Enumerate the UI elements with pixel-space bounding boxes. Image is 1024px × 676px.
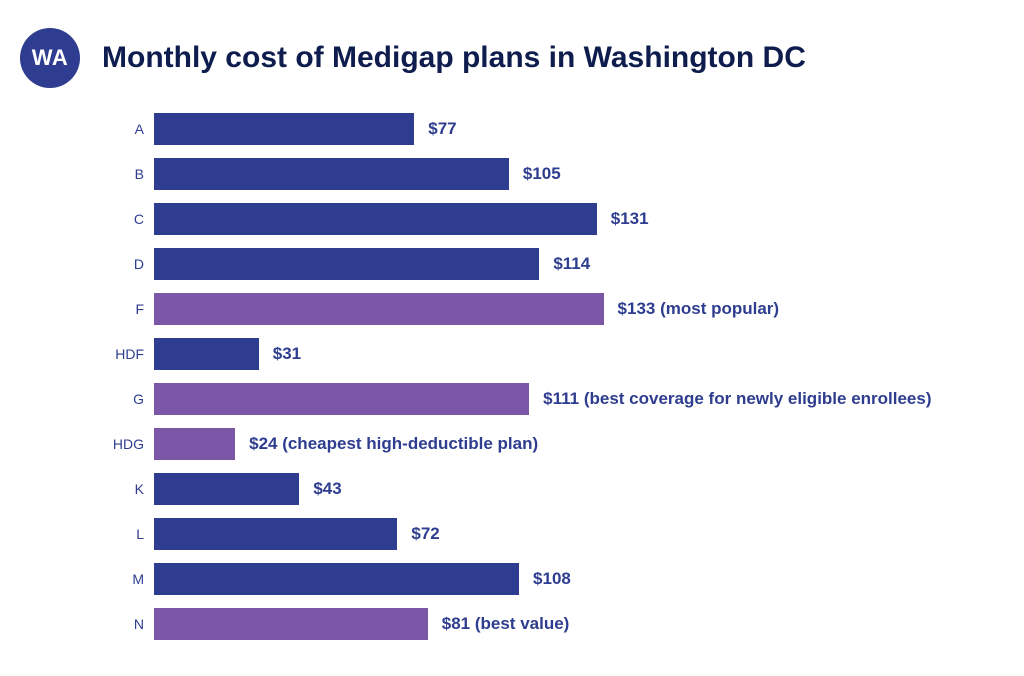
bar [154, 608, 428, 640]
category-label: G [102, 391, 154, 407]
bar [154, 518, 397, 550]
bar-row: F $133 (most popular) [102, 286, 994, 331]
bar-row: D $114 [102, 241, 994, 286]
bar [154, 563, 519, 595]
value-label: $131 [611, 209, 649, 229]
bar-row: A $77 [102, 106, 994, 151]
bar [154, 383, 529, 415]
category-label: A [102, 121, 154, 137]
category-label: B [102, 166, 154, 182]
bar-track: $24 (cheapest high-deductible plan) [154, 428, 994, 460]
bar-track: $131 [154, 203, 994, 235]
bar-track: $31 [154, 338, 994, 370]
bar [154, 113, 414, 145]
bar-track: $81 (best value) [154, 608, 994, 640]
bar-track: $114 [154, 248, 994, 280]
value-label: $81 (best value) [442, 614, 570, 634]
bar [154, 158, 509, 190]
bar-track: $111 (best coverage for newly eligible e… [154, 383, 994, 415]
category-label: F [102, 301, 154, 317]
value-label: $31 [273, 344, 301, 364]
bar-row: L $72 [102, 511, 994, 556]
bar [154, 428, 235, 460]
category-label: K [102, 481, 154, 497]
bar-row: C $131 [102, 196, 994, 241]
bar-row: HDG $24 (cheapest high-deductible plan) [102, 421, 994, 466]
bar [154, 338, 259, 370]
bar-chart: A $77 B $105 C $131 D $114 F $133 (most popular) H… [102, 106, 994, 646]
bar-track: $72 [154, 518, 994, 550]
bar-row: G $111 (best coverage for newly eligible … [102, 376, 994, 421]
bar-row: B $105 [102, 151, 994, 196]
category-label: D [102, 256, 154, 272]
bar-track: $133 (most popular) [154, 293, 994, 325]
bar-row: N $81 (best value) [102, 601, 994, 646]
bar [154, 203, 597, 235]
bar-track: $77 [154, 113, 994, 145]
bar-row: HDF $31 [102, 331, 994, 376]
chart-header: WA Monthly cost of Medigap plans in Wash… [20, 28, 994, 88]
category-label: C [102, 211, 154, 227]
bar [154, 473, 299, 505]
value-label: $133 (most popular) [618, 299, 780, 319]
value-label: $77 [428, 119, 456, 139]
category-label: N [102, 616, 154, 632]
category-label: HDF [102, 346, 154, 362]
state-badge: WA [20, 28, 80, 88]
chart-title: Monthly cost of Medigap plans in Washing… [102, 41, 806, 76]
value-label: $114 [553, 254, 590, 274]
value-label: $72 [411, 524, 439, 544]
value-label: $108 [533, 569, 571, 589]
bar [154, 248, 539, 280]
bar-track: $105 [154, 158, 994, 190]
bar-row: M $108 [102, 556, 994, 601]
bar-track: $108 [154, 563, 994, 595]
value-label: $43 [313, 479, 341, 499]
value-label: $24 (cheapest high-deductible plan) [249, 434, 538, 454]
bar [154, 293, 604, 325]
category-label: M [102, 571, 154, 587]
category-label: L [102, 526, 154, 542]
bar-row: K $43 [102, 466, 994, 511]
value-label: $111 (best coverage for newly eligible e… [543, 389, 931, 409]
bar-track: $43 [154, 473, 994, 505]
value-label: $105 [523, 164, 561, 184]
category-label: HDG [102, 436, 154, 452]
